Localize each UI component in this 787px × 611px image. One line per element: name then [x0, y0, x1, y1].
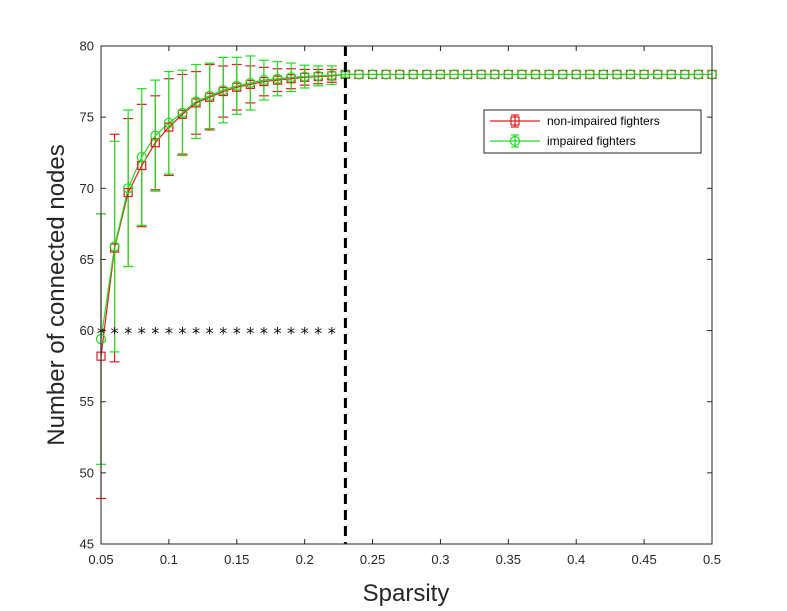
- y-tick-label: 65: [80, 252, 94, 267]
- data-point-impaired: [136, 151, 147, 163]
- data-point-impaired: [435, 69, 446, 80]
- significance-star: *: [232, 324, 242, 343]
- data-point-impaired: [285, 72, 297, 83]
- data-point-impaired: [204, 90, 215, 101]
- data-point-impaired: [394, 69, 405, 80]
- data-point-impaired: [693, 69, 704, 80]
- significance-star: *: [191, 324, 201, 343]
- significance-star: *: [246, 324, 256, 343]
- data-point-impaired: [639, 69, 650, 80]
- legend-box: [483, 109, 702, 154]
- significance-star: *: [164, 324, 174, 343]
- significance-star: *: [259, 324, 269, 343]
- data-point-impaired: [123, 183, 134, 194]
- legend-label-non-impaired: non-impaired fighters: [547, 114, 660, 128]
- markers: [95, 69, 718, 361]
- y-tick-label: 55: [80, 394, 94, 409]
- data-point-impaired: [448, 69, 460, 80]
- data-point-impaired: [381, 69, 392, 80]
- data-point-non-impaired: [164, 122, 174, 132]
- significance-star: *: [150, 324, 160, 343]
- x-tick-label: 0.05: [88, 552, 113, 567]
- data-point-impaired: [299, 71, 310, 82]
- significance-star: *: [300, 324, 310, 343]
- data-point-impaired: [353, 69, 365, 80]
- data-point-impaired: [652, 69, 663, 80]
- series-lines: [100, 73, 712, 357]
- data-point-non-impaired: [123, 187, 133, 198]
- data-point-impaired: [313, 70, 324, 81]
- y-tick-label: 50: [80, 465, 94, 480]
- series-line-impaired: [100, 73, 712, 340]
- data-point-impaired: [109, 241, 120, 252]
- data-point-impaired: [530, 69, 541, 80]
- data-point-impaired: [258, 75, 270, 86]
- legend: non-impaired fighters impaired fighters: [483, 109, 702, 154]
- data-point-impaired: [679, 69, 690, 80]
- data-point-non-impaired: [150, 138, 160, 148]
- data-point-impaired: [571, 69, 582, 80]
- significance-star: *: [273, 324, 283, 343]
- data-point-impaired: [598, 69, 609, 80]
- legend-square-marker: [510, 116, 520, 126]
- legend-label-impaired: impaired fighters: [547, 134, 636, 148]
- data-point-impaired: [150, 130, 161, 141]
- significance-star: *: [218, 324, 228, 343]
- data-point-impaired: [245, 77, 256, 89]
- data-point-impaired: [584, 69, 595, 80]
- y-tick-label: 80: [80, 39, 94, 54]
- data-point-impaired: [408, 69, 419, 80]
- data-point-impaired: [503, 69, 514, 80]
- significance-star: *: [327, 324, 337, 343]
- significance-star: *: [123, 324, 133, 343]
- data-point-impaired: [231, 80, 242, 91]
- data-point-impaired: [462, 69, 473, 80]
- x-tick-label: 0.15: [224, 552, 249, 567]
- data-point-impaired: [421, 69, 432, 80]
- y-tick-label: 70: [80, 181, 94, 196]
- data-point-impaired: [272, 73, 283, 84]
- data-point-impaired: [543, 69, 555, 80]
- x-tick-label: 0.35: [496, 552, 521, 567]
- data-point-impaired: [326, 70, 337, 81]
- data-point-impaired: [190, 96, 202, 107]
- x-tick-label: 0.1: [160, 552, 178, 567]
- y-tick-label: 45: [80, 537, 94, 552]
- significance-star: *: [286, 324, 296, 343]
- data-point-impaired: [218, 85, 229, 96]
- data-point-impaired: [557, 69, 568, 80]
- data-point-impaired: [163, 117, 174, 128]
- x-axis-ticks: 0.05 0.1 0.15 0.2 0.25 0.3 0.35 0.4 0.45 0.5: [88, 46, 721, 567]
- plot-frame: [100, 45, 713, 545]
- data-point-impaired: [177, 107, 188, 118]
- y-tick-label: 75: [80, 110, 94, 125]
- data-point-impaired: [489, 69, 500, 80]
- significance-star: *: [313, 324, 323, 343]
- legend-circle-marker: [509, 135, 521, 147]
- data-point-impaired: [625, 69, 636, 80]
- data-point-impaired: [516, 69, 528, 80]
- significance-star: *: [137, 324, 147, 343]
- data-point-impaired: [666, 69, 677, 80]
- significance-star: *: [110, 324, 120, 343]
- data-point-impaired: [476, 69, 487, 80]
- x-tick-label: 0.45: [631, 552, 656, 567]
- x-tick-label: 0.5: [703, 552, 721, 567]
- y-tick-label: 60: [80, 323, 94, 338]
- x-tick-label: 0.3: [431, 552, 449, 567]
- significance-star: *: [205, 324, 215, 343]
- x-tick-label: 0.25: [360, 552, 385, 567]
- y-axis-label: Number of connected nodes: [43, 144, 70, 446]
- x-tick-label: 0.2: [296, 552, 314, 567]
- y-axis-ticks: 45 50 55 60 65 70 75 80: [80, 39, 712, 552]
- data-point-impaired: [611, 69, 623, 80]
- x-axis-label: Sparsity: [363, 580, 450, 607]
- significance-star: *: [178, 324, 188, 343]
- data-point-impaired: [367, 69, 378, 80]
- x-tick-label: 0.4: [567, 552, 585, 567]
